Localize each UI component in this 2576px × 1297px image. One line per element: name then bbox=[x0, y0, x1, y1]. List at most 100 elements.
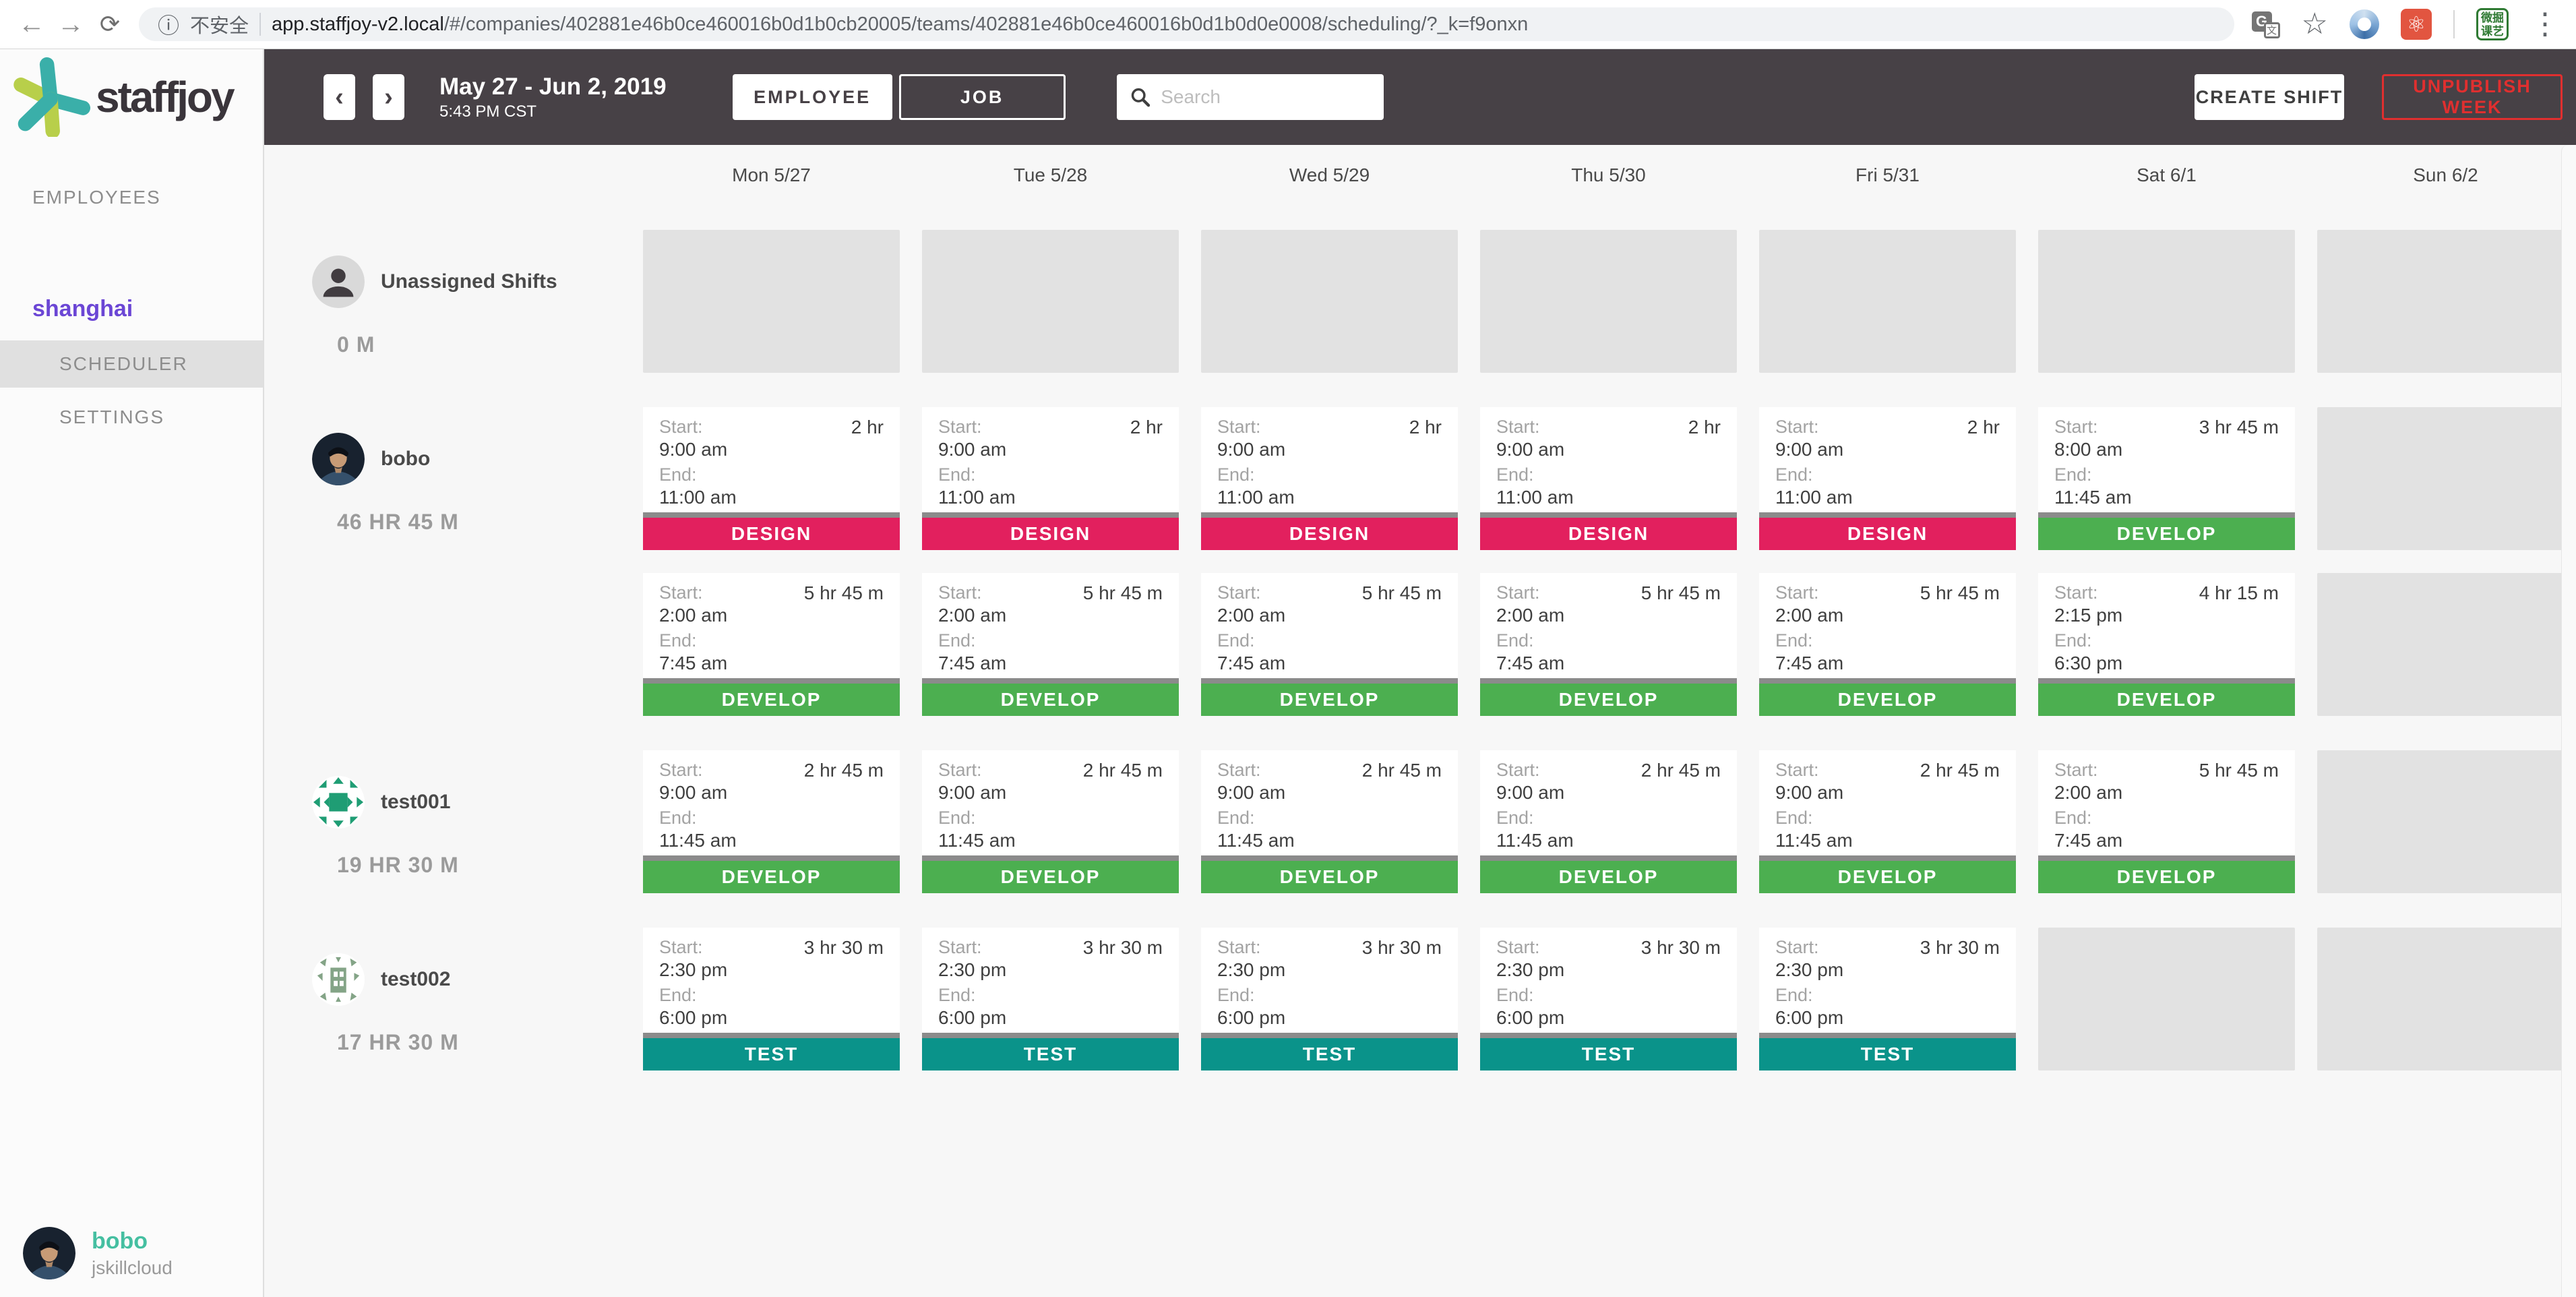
shift-job-button[interactable]: TEST bbox=[643, 1033, 900, 1070]
shift-job-button[interactable]: DESIGN bbox=[1201, 512, 1458, 550]
browser-menu-icon[interactable]: ⋮ bbox=[2530, 7, 2560, 40]
shift-card[interactable]: Start: 2:30 pm End: 6:00 pm 3 hr 30 m TEST bbox=[1759, 928, 2016, 1070]
extension-react-icon[interactable]: ⚛ bbox=[2401, 9, 2432, 40]
shift-duration: 2 hr bbox=[1409, 417, 1442, 438]
shift-job-button[interactable]: DEVELOP bbox=[922, 855, 1179, 893]
search-input[interactable] bbox=[1161, 86, 1370, 108]
shift-job-button[interactable]: DEVELOP bbox=[2038, 678, 2295, 716]
shift-duration: 5 hr 45 m bbox=[803, 582, 884, 603]
scrollbar-track[interactable] bbox=[2561, 145, 2576, 1297]
shift-card[interactable]: Start: 2:00 am End: 7:45 am 5 hr 45 m DEVELOP bbox=[2038, 750, 2295, 893]
unpublish-week-button[interactable]: UNPUBLISH WEEK bbox=[2382, 74, 2563, 120]
shift-card[interactable]: Start: 2:30 pm End: 6:00 pm 3 hr 30 m TEST bbox=[1480, 928, 1737, 1070]
shift-card[interactable]: Start: 9:00 am End: 11:00 am 2 hr DESIGN bbox=[1480, 407, 1737, 550]
shift-card[interactable]: Start: 2:15 pm End: 6:30 pm 4 hr 15 m DEVELOP bbox=[2038, 573, 2295, 716]
browser-reload-icon[interactable]: ⟳ bbox=[99, 10, 121, 38]
shift-card[interactable]: Start: 2:00 am End: 7:45 am 5 hr 45 m DEVELOP bbox=[1480, 573, 1737, 716]
employee-identity[interactable]: test001 bbox=[312, 776, 621, 828]
next-week-button[interactable]: › bbox=[373, 74, 404, 120]
shift-end-label: End: bbox=[938, 985, 976, 1005]
view-toggle: EMPLOYEE JOB bbox=[732, 74, 1066, 120]
shift-job-button[interactable]: TEST bbox=[922, 1033, 1179, 1070]
shift-job-button[interactable]: DEVELOP bbox=[1201, 855, 1458, 893]
shift-job-button[interactable]: DESIGN bbox=[643, 512, 900, 550]
shift-duration: 2 hr bbox=[851, 417, 884, 438]
shift-card[interactable]: Start: 9:00 am End: 11:45 am 2 hr 45 m DEVELO… bbox=[1759, 750, 2016, 893]
sidebar-item-team-shanghai[interactable]: shanghai bbox=[32, 295, 133, 322]
translate-icon[interactable]: G 文 bbox=[2251, 10, 2280, 38]
shift-job-button[interactable]: DEVELOP bbox=[2038, 855, 2295, 893]
employee-identity[interactable]: Unassigned Shifts bbox=[312, 255, 621, 308]
shift-job-button[interactable]: TEST bbox=[1480, 1033, 1737, 1070]
shift-card[interactable]: Start: 2:30 pm End: 6:00 pm 3 hr 30 m TEST bbox=[643, 928, 900, 1070]
shift-card[interactable]: Start: 9:00 am End: 11:45 am 2 hr 45 m DEVELO… bbox=[643, 750, 900, 893]
shift-job-button[interactable]: TEST bbox=[1201, 1033, 1458, 1070]
search-box[interactable] bbox=[1116, 74, 1384, 120]
shift-card[interactable]: Start: 2:00 am End: 7:45 am 5 hr 45 m DEVELOP bbox=[922, 573, 1179, 716]
sidebar-item-settings[interactable]: SETTINGS bbox=[59, 406, 165, 427]
empty-shift-slot bbox=[2317, 573, 2574, 716]
shift-card[interactable]: Start: 9:00 am End: 11:45 am 2 hr 45 m DEVELO… bbox=[1201, 750, 1458, 893]
shift-card[interactable]: Start: 2:00 am End: 7:45 am 5 hr 45 m DEVELOP bbox=[1201, 573, 1458, 716]
shift-times: Start: 9:00 am End: 11:00 am 2 hr bbox=[1201, 407, 1458, 512]
extension-green-icon[interactable]: 微掘 课艺 bbox=[2476, 8, 2509, 40]
current-user[interactable]: bobo jskillcloud bbox=[23, 1227, 173, 1279]
browser-back-icon[interactable]: ← bbox=[18, 9, 45, 39]
shift-job-button[interactable]: DEVELOP bbox=[643, 678, 900, 716]
shift-job-button[interactable]: DEVELOP bbox=[922, 678, 1179, 716]
job-view-button[interactable]: JOB bbox=[898, 74, 1066, 120]
shift-job-button[interactable]: DESIGN bbox=[1480, 512, 1737, 550]
shift-card[interactable]: Start: 9:00 am End: 11:45 am 2 hr 45 m DEVELO… bbox=[1480, 750, 1737, 893]
shift-job-button[interactable]: DEVELOP bbox=[1201, 678, 1458, 716]
current-time: 5:43 PM CST bbox=[439, 102, 537, 121]
shift-job-button[interactable]: DEVELOP bbox=[1759, 855, 2016, 893]
identicon bbox=[312, 776, 365, 828]
shift-end-label: End: bbox=[659, 808, 697, 828]
day-header: Sun 6/2 bbox=[2413, 164, 2478, 185]
shift-card[interactable]: Start: 9:00 am End: 11:45 am 2 hr 45 m DEVELO… bbox=[922, 750, 1179, 893]
staffjoy-asterisk-icon bbox=[13, 57, 90, 137]
shift-card[interactable]: Start: 9:00 am End: 11:00 am 2 hr DESIGN bbox=[922, 407, 1179, 550]
shift-job-button[interactable]: DEVELOP bbox=[1480, 678, 1737, 716]
shift-start-label: Start: bbox=[938, 417, 982, 437]
shift-job-button[interactable]: DEVELOP bbox=[1759, 678, 2016, 716]
shift-card[interactable]: Start: 9:00 am End: 11:00 am 2 hr DESIGN bbox=[1759, 407, 2016, 550]
create-shift-button[interactable]: CREATE SHIFT bbox=[2195, 74, 2344, 120]
shift-end-label: End: bbox=[1217, 985, 1255, 1005]
extension-blue-icon[interactable] bbox=[2350, 9, 2379, 39]
empty-shift-slot bbox=[2317, 928, 2574, 1070]
employee-identity[interactable]: test002 bbox=[312, 953, 621, 1006]
shift-end-time: 6:00 pm bbox=[1496, 1007, 1565, 1028]
shift-card[interactable]: Start: 2:30 pm End: 6:00 pm 3 hr 30 m TEST bbox=[922, 928, 1179, 1070]
browser-forward-icon[interactable]: → bbox=[57, 9, 84, 39]
shift-times: Start: 9:00 am End: 11:45 am 2 hr 45 m bbox=[1480, 750, 1737, 855]
shift-job-button[interactable]: DEVELOP bbox=[643, 855, 900, 893]
shift-end-time: 11:45 am bbox=[1496, 830, 1574, 851]
shift-job-button[interactable]: DESIGN bbox=[1759, 512, 2016, 550]
shift-job-button[interactable]: DEVELOP bbox=[2038, 512, 2295, 550]
shift-card[interactable]: Start: 8:00 am End: 11:45 am 3 hr 45 m DEVELO… bbox=[2038, 407, 2295, 550]
address-bar[interactable]: ⓘ 不安全 app.staffjoy-v2.local/#/companies/… bbox=[139, 7, 2234, 41]
shift-card[interactable]: Start: 2:00 am End: 7:45 am 5 hr 45 m DEVELOP bbox=[1759, 573, 2016, 716]
shift-job-button[interactable]: TEST bbox=[1759, 1033, 2016, 1070]
employee-identity[interactable]: bobo bbox=[312, 433, 621, 485]
shift-job-button[interactable]: DEVELOP bbox=[1480, 855, 1737, 893]
empty-shift-slot bbox=[2317, 750, 2574, 893]
staffjoy-logo[interactable]: staffjoy bbox=[11, 57, 235, 137]
employee-hours: 17 HR 30 M bbox=[337, 1030, 459, 1054]
site-info-icon[interactable]: ⓘ bbox=[158, 13, 180, 38]
profile-photo bbox=[312, 433, 365, 485]
employee-name: test002 bbox=[381, 968, 451, 990]
shift-job-button[interactable]: DESIGN bbox=[922, 512, 1179, 550]
shift-card[interactable]: Start: 2:30 pm End: 6:00 pm 3 hr 30 m TEST bbox=[1201, 928, 1458, 1070]
shift-card[interactable]: Start: 9:00 am End: 11:00 am 2 hr DESIGN bbox=[1201, 407, 1458, 550]
shift-end-label: End: bbox=[659, 630, 697, 651]
shift-card[interactable]: Start: 9:00 am End: 11:00 am 2 hr DESIGN bbox=[643, 407, 900, 550]
bookmark-star-icon[interactable]: ☆ bbox=[2301, 7, 2328, 40]
sidebar-item-employees[interactable]: EMPLOYEES bbox=[32, 187, 161, 208]
employee-view-button[interactable]: EMPLOYEE bbox=[732, 74, 892, 120]
shift-card[interactable]: Start: 2:00 am End: 7:45 am 5 hr 45 m DEVELOP bbox=[643, 573, 900, 716]
shift-start-time: 9:00 am bbox=[938, 782, 1007, 803]
prev-week-button[interactable]: ‹ bbox=[324, 74, 355, 120]
sidebar-item-scheduler[interactable]: SCHEDULER bbox=[0, 340, 263, 388]
